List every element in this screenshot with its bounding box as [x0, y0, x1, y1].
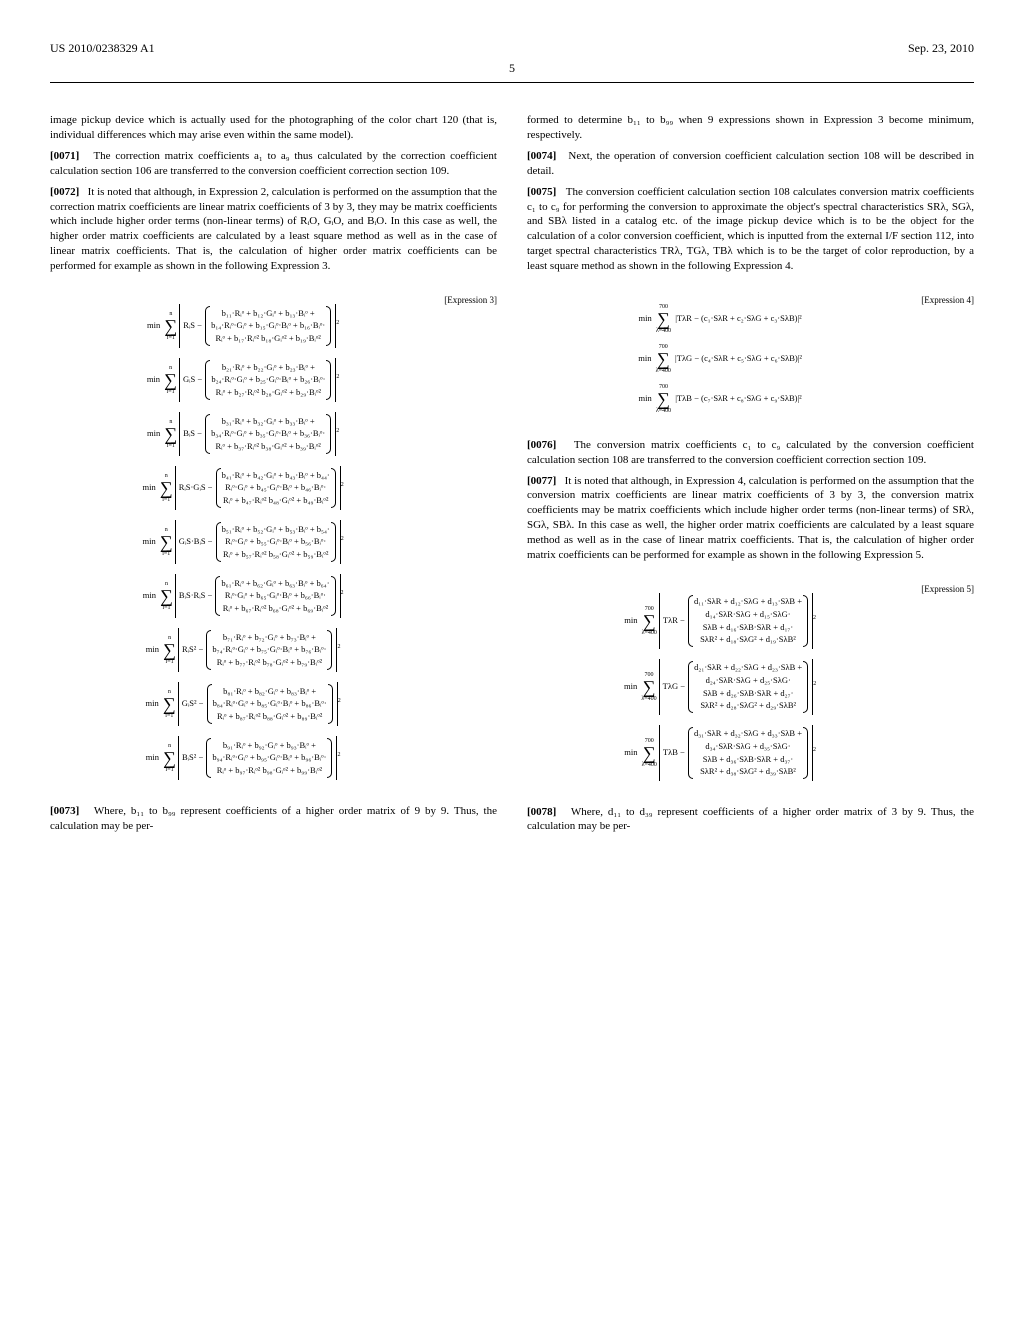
para-72: [0072] It is noted that although, in Exp… — [50, 185, 497, 274]
header-divider — [50, 82, 974, 83]
para-label: [0072] — [50, 186, 79, 198]
expression-3: min n∑i=1RᵢS − b₁₁·Rᵢᵒ + b₁₂·Gᵢᵒ + b₁₃·B… — [50, 294, 497, 790]
para-78: [0078] Where, d₁₁ to d₃₉ represent coeff… — [527, 805, 974, 835]
para-cont: image pickup device which is actually us… — [50, 113, 497, 143]
para-77: [0077] It is noted that although, in Exp… — [527, 474, 974, 563]
para-label: [0076] — [527, 439, 556, 451]
para-label: [0077] — [527, 475, 556, 487]
publication-date: Sep. 23, 2010 — [908, 40, 974, 56]
para-label: [0074] — [527, 150, 556, 162]
para-text: The conversion coefficient calculation s… — [527, 186, 974, 272]
para-74: [0074] Next, the operation of conversion… — [527, 149, 974, 179]
two-column-body: image pickup device which is actually us… — [50, 113, 974, 840]
expression-5: min 700∑λ=400TλR − d₁₁·SλR + d₁₂·SλG + d… — [527, 583, 974, 791]
right-column: formed to determine b₁₁ to b₉₉ when 9 ex… — [527, 113, 974, 840]
para-76: [0076] The conversion matrix coefficient… — [527, 438, 974, 468]
para-label: [0078] — [527, 806, 556, 818]
para-text: The correction matrix coefficients a₁ to… — [50, 150, 497, 177]
expression-3-label: [Expression 3] — [444, 294, 497, 308]
para-label: [0071] — [50, 150, 79, 162]
para-text: It is noted that although, in Expression… — [527, 475, 974, 561]
para-text: It is noted that although, in Expression… — [50, 186, 497, 272]
para-text: The conversion matrix coefficients c₁ to… — [527, 439, 974, 466]
publication-number: US 2010/0238329 A1 — [50, 40, 155, 56]
para-text: Where, d₁₁ to d₃₉ represent coefficients… — [527, 806, 974, 833]
para-text: Where, b₁₁ to b₉₉ represent coefficients… — [50, 805, 497, 832]
para-cont-right: formed to determine b₁₁ to b₉₉ when 9 ex… — [527, 113, 974, 143]
expression-4-label: [Expression 4] — [921, 294, 974, 308]
para-75: [0075] The conversion coefficient calcul… — [527, 185, 974, 274]
page-number: 5 — [50, 60, 974, 76]
para-label: [0073] — [50, 805, 79, 817]
para-label: [0075] — [527, 186, 556, 198]
left-column: image pickup device which is actually us… — [50, 113, 497, 840]
expression-5-label: [Expression 5] — [921, 583, 974, 597]
expression-4: min 700∑λ=400 |TλR − (c₁·SλR + c₂·SλG + … — [527, 294, 974, 424]
para-73: [0073] Where, b₁₁ to b₉₉ represent coeff… — [50, 804, 497, 834]
para-text: Next, the operation of conversion coeffi… — [527, 150, 974, 177]
para-71: [0071] The correction matrix coefficient… — [50, 149, 497, 179]
